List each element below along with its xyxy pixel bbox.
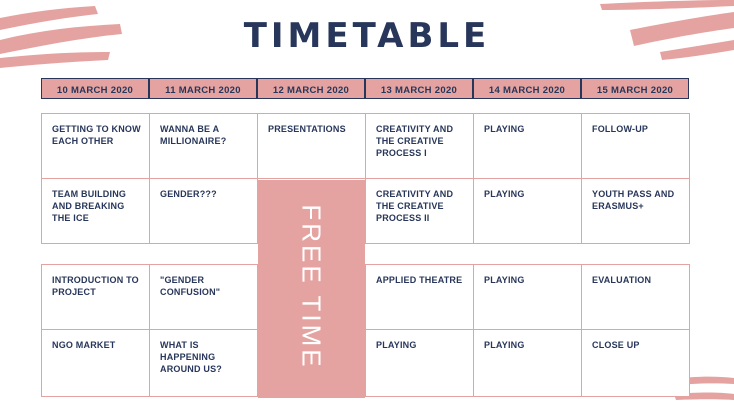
brush-stroke-top-right bbox=[600, 0, 734, 60]
schedule-cell: CREATIVITY AND THE CREATIVE PROCESS I bbox=[365, 113, 474, 179]
schedule-cell: PLAYING bbox=[473, 264, 582, 330]
schedule-cell: PLAYING bbox=[473, 329, 582, 397]
brush-stroke-top-left bbox=[0, 6, 122, 68]
schedule-cell: FOLLOW-UP bbox=[581, 113, 690, 179]
schedule-cell: GETTING TO KNOW EACH OTHER bbox=[41, 113, 150, 179]
schedule-cell: WANNA BE A MILLIONAIRE? bbox=[149, 113, 258, 179]
free-time-block bbox=[258, 180, 365, 398]
schedule-cell: PLAYING bbox=[473, 178, 582, 244]
free-time-label: FREE TIME bbox=[296, 204, 327, 370]
date-header: 11 MARCH 2020 bbox=[149, 78, 257, 99]
schedule-cell: "GENDER CONFUSION" bbox=[149, 264, 258, 330]
schedule-cell: YOUTH PASS AND ERASMUS+ bbox=[581, 178, 690, 244]
date-header: 12 MARCH 2020 bbox=[257, 78, 365, 99]
date-header: 10 MARCH 2020 bbox=[41, 78, 149, 99]
schedule-cell: EVALUATION bbox=[581, 264, 690, 330]
schedule-cell: WHAT IS HAPPENING AROUND US? bbox=[149, 329, 258, 397]
schedule-cell: INTRODUCTION TO PROJECT bbox=[41, 264, 150, 330]
schedule-cell: TEAM BUILDING AND BREAKING THE ICE bbox=[41, 178, 150, 244]
date-header: 15 MARCH 2020 bbox=[581, 78, 689, 99]
schedule-cell: NGO MARKET bbox=[41, 329, 150, 397]
schedule-cell: CREATIVITY AND THE CREATIVE PROCESS II bbox=[365, 178, 474, 244]
schedule-cell: PRESENTATIONS bbox=[257, 113, 366, 179]
schedule-cell: APPLIED THEATRE bbox=[365, 264, 474, 330]
date-header: 14 MARCH 2020 bbox=[473, 78, 581, 99]
schedule-cell: PLAYING bbox=[473, 113, 582, 179]
schedule-cell: PLAYING bbox=[365, 329, 474, 397]
schedule-cell: CLOSE UP bbox=[581, 329, 690, 397]
page-title: TIMETABLE bbox=[243, 16, 491, 56]
date-header: 13 MARCH 2020 bbox=[365, 78, 473, 99]
schedule-cell: GENDER??? bbox=[149, 178, 258, 244]
